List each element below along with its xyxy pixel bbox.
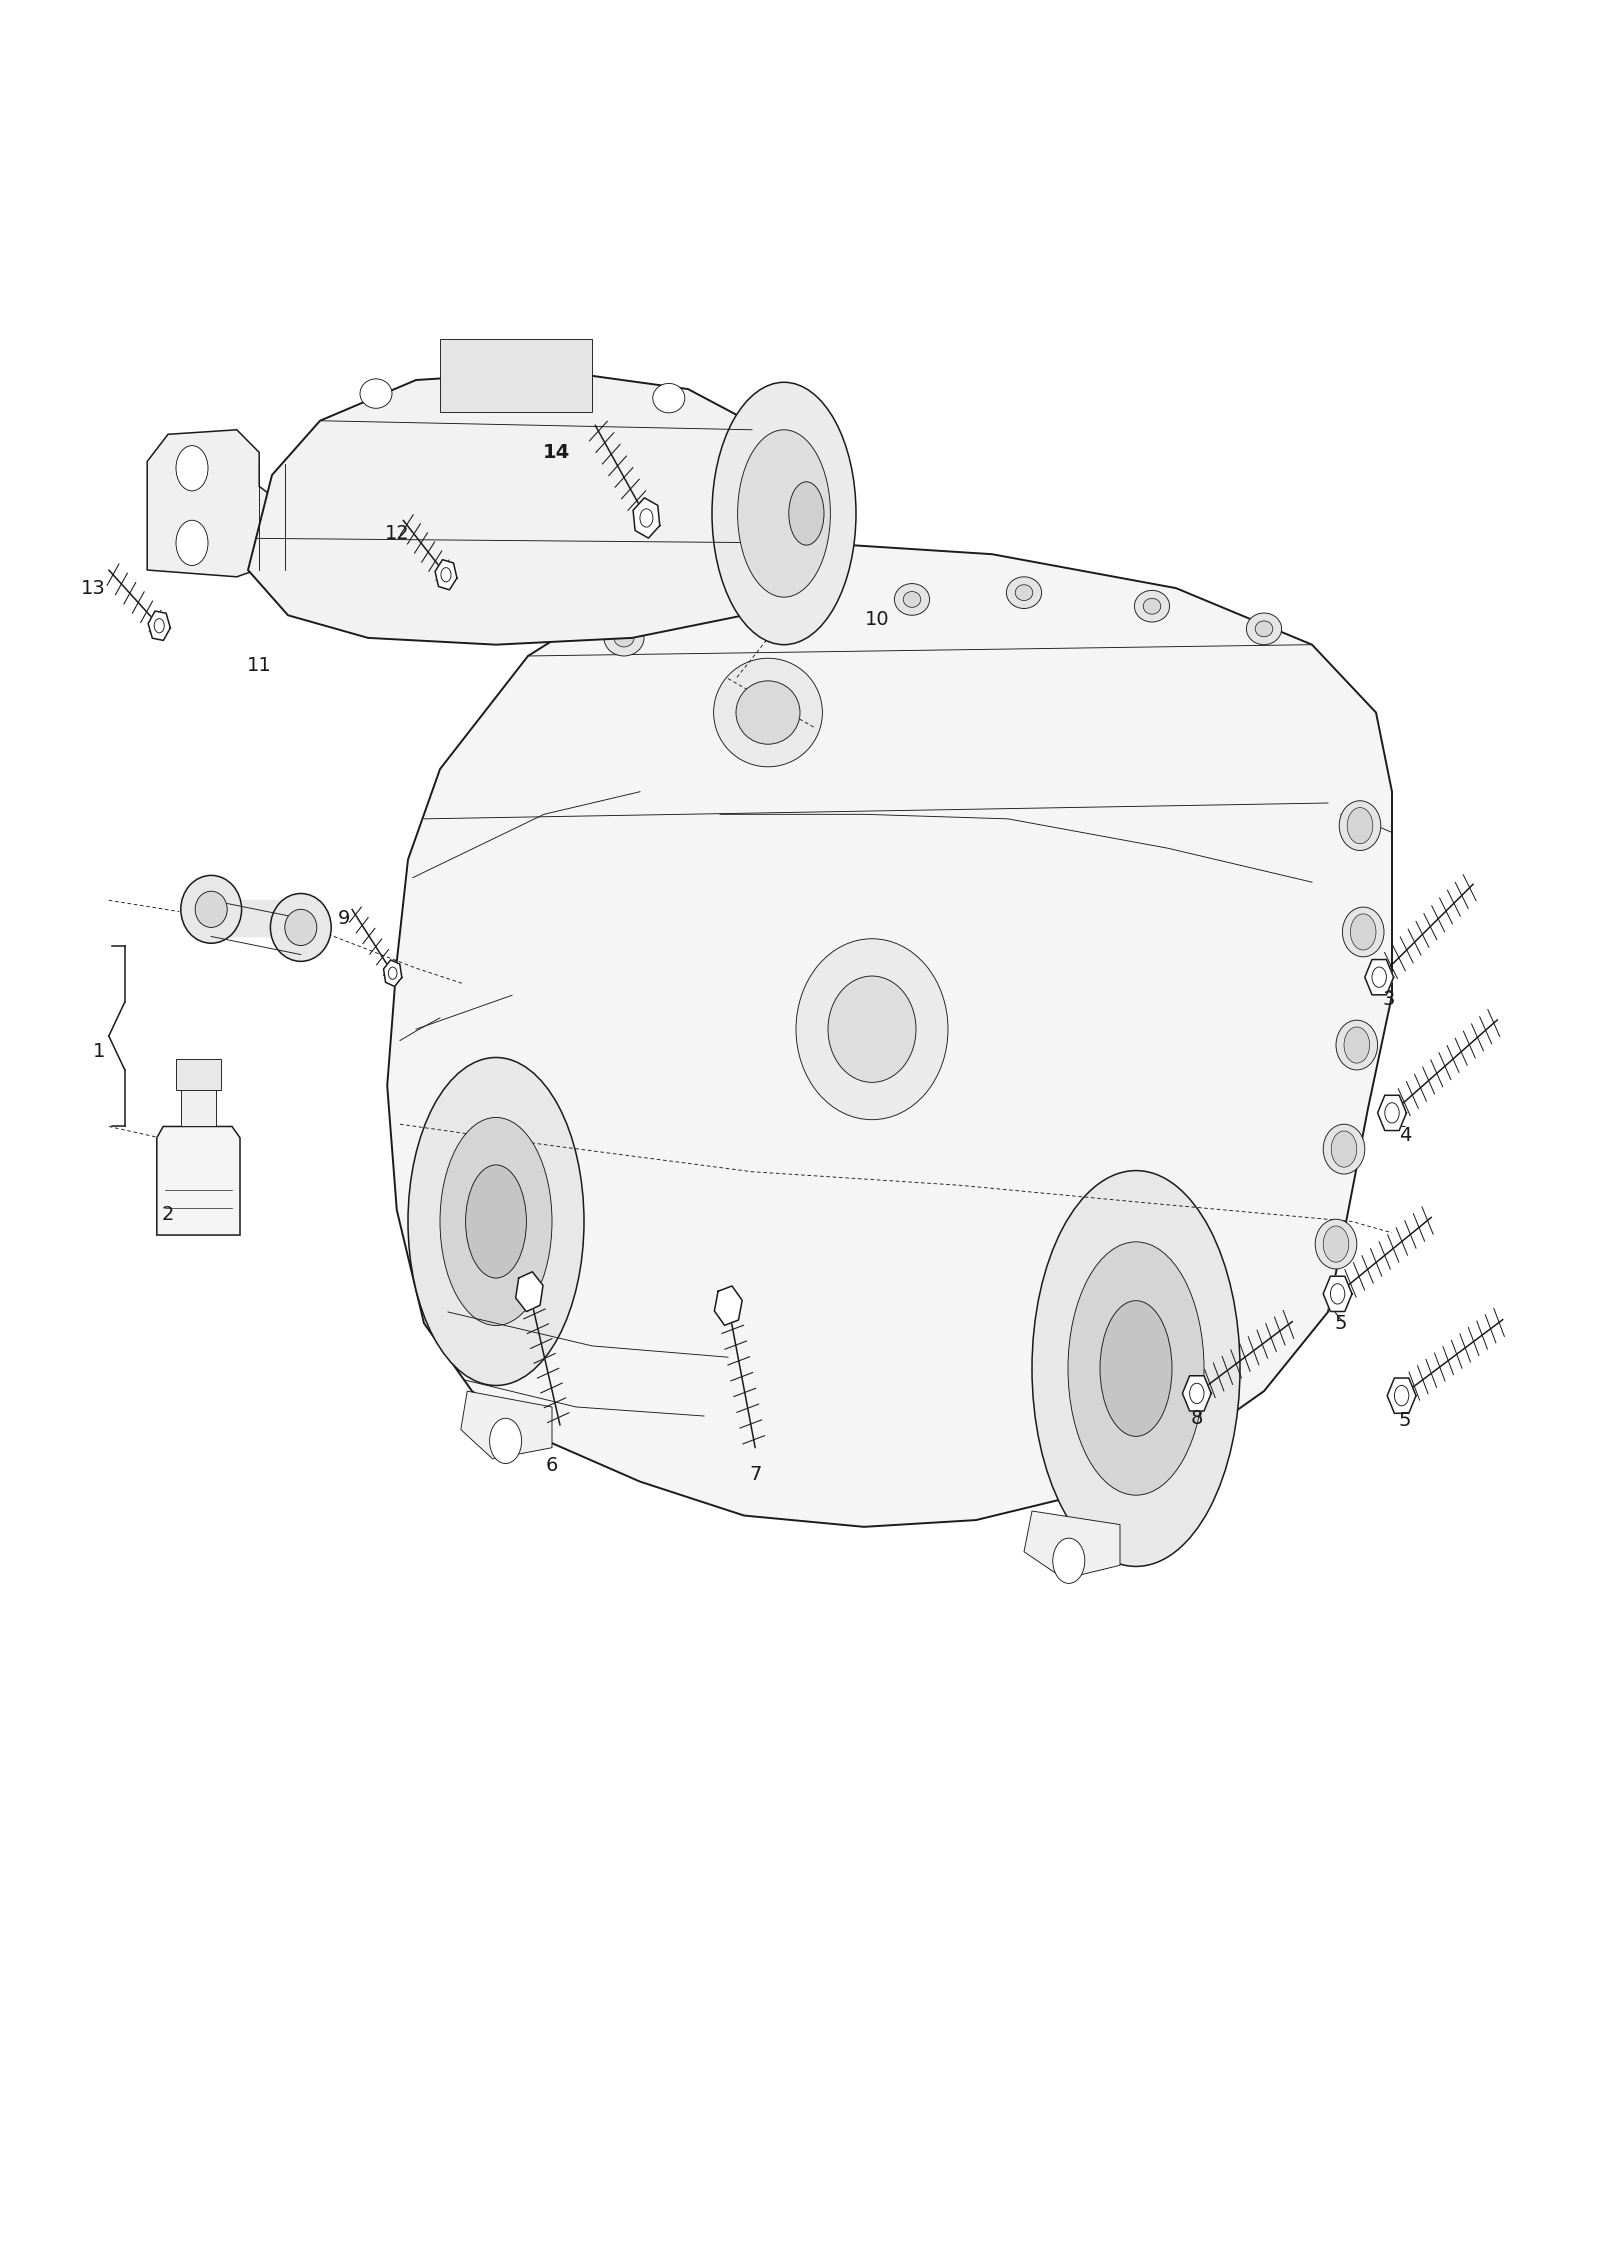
Ellipse shape xyxy=(1315,1219,1357,1269)
Polygon shape xyxy=(1387,1378,1416,1414)
Circle shape xyxy=(1347,808,1373,844)
Ellipse shape xyxy=(1142,599,1162,615)
Text: 4: 4 xyxy=(1398,1126,1411,1145)
Ellipse shape xyxy=(560,366,592,396)
Ellipse shape xyxy=(456,366,488,396)
Ellipse shape xyxy=(1336,1020,1378,1070)
Ellipse shape xyxy=(789,482,824,545)
Ellipse shape xyxy=(408,1059,584,1384)
Ellipse shape xyxy=(736,681,800,744)
Text: 11: 11 xyxy=(246,656,272,674)
Ellipse shape xyxy=(1032,1172,1240,1565)
Text: 10: 10 xyxy=(864,611,890,629)
Ellipse shape xyxy=(1342,907,1384,957)
Circle shape xyxy=(176,446,208,491)
Text: 14: 14 xyxy=(542,443,571,461)
Ellipse shape xyxy=(1246,613,1282,645)
Polygon shape xyxy=(634,498,659,538)
Polygon shape xyxy=(384,959,402,986)
Circle shape xyxy=(1323,1226,1349,1262)
Text: 12: 12 xyxy=(384,525,410,543)
Ellipse shape xyxy=(614,629,634,647)
Polygon shape xyxy=(387,543,1392,1527)
Circle shape xyxy=(640,509,653,527)
Text: 6: 6 xyxy=(546,1457,558,1475)
Circle shape xyxy=(1394,1384,1408,1405)
Polygon shape xyxy=(149,611,170,640)
Text: 5: 5 xyxy=(1334,1314,1347,1332)
Ellipse shape xyxy=(797,939,949,1120)
Ellipse shape xyxy=(195,891,227,927)
Text: 3: 3 xyxy=(1382,991,1395,1009)
Polygon shape xyxy=(157,1126,240,1235)
Ellipse shape xyxy=(466,1165,526,1278)
Ellipse shape xyxy=(653,385,685,414)
Ellipse shape xyxy=(1134,590,1170,622)
Text: 1: 1 xyxy=(93,1043,106,1061)
Text: 2: 2 xyxy=(162,1206,174,1224)
Ellipse shape xyxy=(360,380,392,409)
Polygon shape xyxy=(714,1287,742,1326)
Circle shape xyxy=(389,968,397,979)
Polygon shape xyxy=(1182,1375,1211,1411)
Ellipse shape xyxy=(1016,586,1034,599)
Ellipse shape xyxy=(285,909,317,946)
Circle shape xyxy=(154,618,165,633)
Text: 7: 7 xyxy=(749,1466,762,1484)
Circle shape xyxy=(1344,1027,1370,1063)
Ellipse shape xyxy=(1339,801,1381,851)
Ellipse shape xyxy=(829,977,917,1081)
Polygon shape xyxy=(1365,959,1394,995)
Polygon shape xyxy=(1323,1276,1352,1312)
Polygon shape xyxy=(461,1391,552,1459)
Ellipse shape xyxy=(1069,1242,1205,1495)
Circle shape xyxy=(1053,1538,1085,1583)
Circle shape xyxy=(1373,968,1386,988)
Circle shape xyxy=(1384,1102,1398,1124)
Polygon shape xyxy=(1378,1095,1406,1131)
Ellipse shape xyxy=(181,875,242,943)
Ellipse shape xyxy=(440,1117,552,1326)
Circle shape xyxy=(1189,1382,1205,1402)
Polygon shape xyxy=(147,430,285,577)
Ellipse shape xyxy=(1101,1301,1171,1436)
Polygon shape xyxy=(181,1086,216,1126)
Ellipse shape xyxy=(1006,577,1042,608)
Polygon shape xyxy=(248,371,808,645)
Text: 8: 8 xyxy=(1190,1409,1203,1427)
Polygon shape xyxy=(1024,1511,1120,1579)
Ellipse shape xyxy=(1323,1124,1365,1174)
Text: 5: 5 xyxy=(1398,1411,1411,1430)
Ellipse shape xyxy=(712,382,856,645)
Polygon shape xyxy=(435,559,458,590)
Ellipse shape xyxy=(270,893,331,961)
Text: 13: 13 xyxy=(80,579,106,597)
Polygon shape xyxy=(515,1271,542,1312)
Ellipse shape xyxy=(894,584,930,615)
Circle shape xyxy=(1331,1131,1357,1167)
Ellipse shape xyxy=(605,620,643,656)
Bar xyxy=(176,1059,221,1090)
Circle shape xyxy=(1350,914,1376,950)
Ellipse shape xyxy=(738,430,830,597)
Text: 9: 9 xyxy=(338,909,350,927)
Ellipse shape xyxy=(714,658,822,767)
Ellipse shape xyxy=(1256,620,1274,638)
Circle shape xyxy=(490,1418,522,1464)
Circle shape xyxy=(442,568,451,581)
Ellipse shape xyxy=(902,593,920,608)
Circle shape xyxy=(176,520,208,566)
Circle shape xyxy=(1330,1285,1344,1303)
Bar xyxy=(440,339,592,412)
